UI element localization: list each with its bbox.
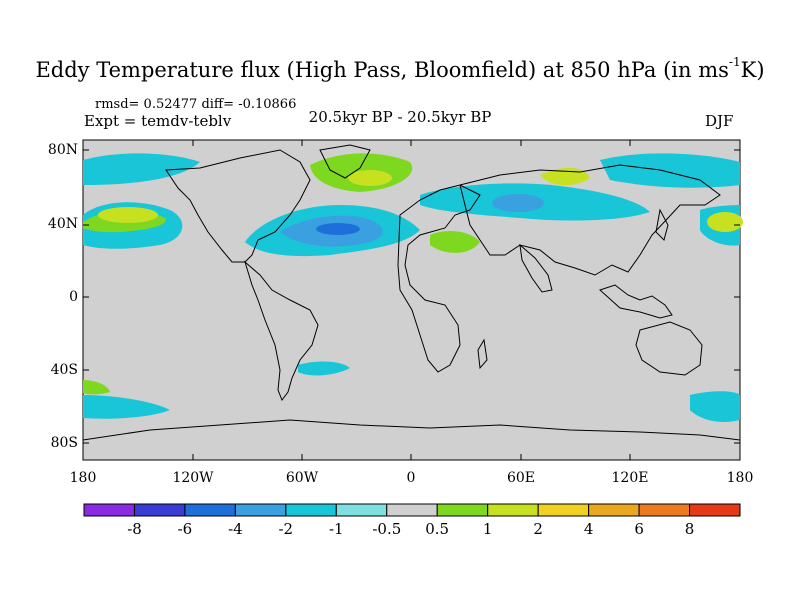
north-america-coast — [165, 149, 311, 263]
colorbar-swatch — [83, 503, 135, 517]
colorbar-label: -0.5 — [372, 520, 402, 538]
colorbar-label: -2 — [278, 520, 294, 538]
colorbar-swatch — [184, 503, 236, 517]
australia-coast — [635, 321, 703, 376]
colorbar-label: 0.5 — [425, 520, 450, 538]
colorbar-swatch — [386, 503, 438, 517]
east-pacific-pos — [707, 212, 743, 232]
colorbar-label: 2 — [533, 520, 543, 538]
greenland-coast — [319, 144, 371, 179]
x-tick-label: 180 — [69, 470, 97, 486]
india-coast — [519, 243, 553, 293]
colorbar-label: -6 — [177, 520, 193, 538]
colorbar-swatch — [588, 503, 640, 517]
colorbar-label: -8 — [127, 520, 142, 538]
mediterranean-pos — [430, 230, 480, 253]
colorbar-label: -1 — [328, 520, 344, 538]
japan-coast — [655, 208, 669, 241]
colorbar-swatch — [436, 503, 489, 517]
colorbar-label: -4 — [228, 520, 243, 538]
colorbar-swatch — [335, 503, 388, 517]
anomaly-patches — [83, 153, 743, 422]
north-atlantic-neg-core — [316, 223, 360, 235]
x-tick-label: 120E — [611, 470, 649, 486]
southern-neg-west — [83, 395, 170, 419]
north-pacific-pos-core — [98, 207, 158, 223]
asia-coast — [459, 164, 721, 276]
colorbar-label: 8 — [684, 520, 695, 538]
colorbar — [83, 503, 741, 517]
x-tick-label: 60E — [506, 470, 536, 486]
south-atlantic-neg — [298, 361, 350, 376]
colorbar-label: 4 — [583, 520, 594, 538]
arctic-neg-east — [600, 153, 740, 188]
x-tick-label: 120W — [172, 470, 214, 486]
axis-ticks — [83, 140, 740, 460]
experiment-label: Expt = temdv-teblv — [84, 112, 232, 130]
europe-africa-coast — [397, 184, 481, 373]
x-tick-label: 60W — [285, 470, 319, 486]
indonesia-coast — [599, 284, 673, 319]
eurasia-neg-core — [492, 194, 544, 212]
map-background — [82, 139, 741, 461]
season-label: DJF — [705, 112, 734, 130]
colorbar-swatch — [689, 503, 741, 517]
greenland-pos-core — [348, 170, 392, 186]
period-label: 20.5kyr BP - 20.5kyr BP — [308, 108, 492, 126]
x-tick-label: 0 — [406, 470, 416, 486]
x-tick-label: 180 — [726, 470, 754, 486]
colorbar-swatch — [537, 503, 590, 517]
colorbar-swatch — [638, 503, 691, 517]
colorbar-swatch — [285, 503, 337, 517]
map-plot-area — [82, 139, 743, 461]
y-tick-label: 40S — [50, 362, 78, 378]
colorbar-swatch — [487, 503, 539, 517]
colorbar-swatch — [133, 503, 186, 517]
y-tick-label: 40N — [47, 216, 78, 232]
y-tick-label: 80N — [47, 142, 78, 158]
plot-title: Eddy Temperature flux (High Pass, Bloomf… — [35, 55, 765, 82]
colorbar-label: 6 — [634, 520, 644, 538]
y-tick-label: 0 — [69, 289, 78, 305]
madagascar-coast — [477, 338, 488, 370]
arctic-neg-west — [83, 153, 200, 185]
antarctica-coast — [82, 419, 741, 441]
south-america-coast — [244, 260, 319, 402]
stats-label: rmsd= 0.52477 diff= -0.10866 — [95, 97, 297, 112]
coastlines — [82, 144, 741, 441]
y-tick-label: 80S — [50, 435, 78, 451]
southern-neg-east — [690, 391, 740, 422]
colorbar-swatch — [234, 503, 287, 517]
southern-pos-west — [83, 380, 110, 395]
colorbar-label: 1 — [482, 520, 493, 538]
